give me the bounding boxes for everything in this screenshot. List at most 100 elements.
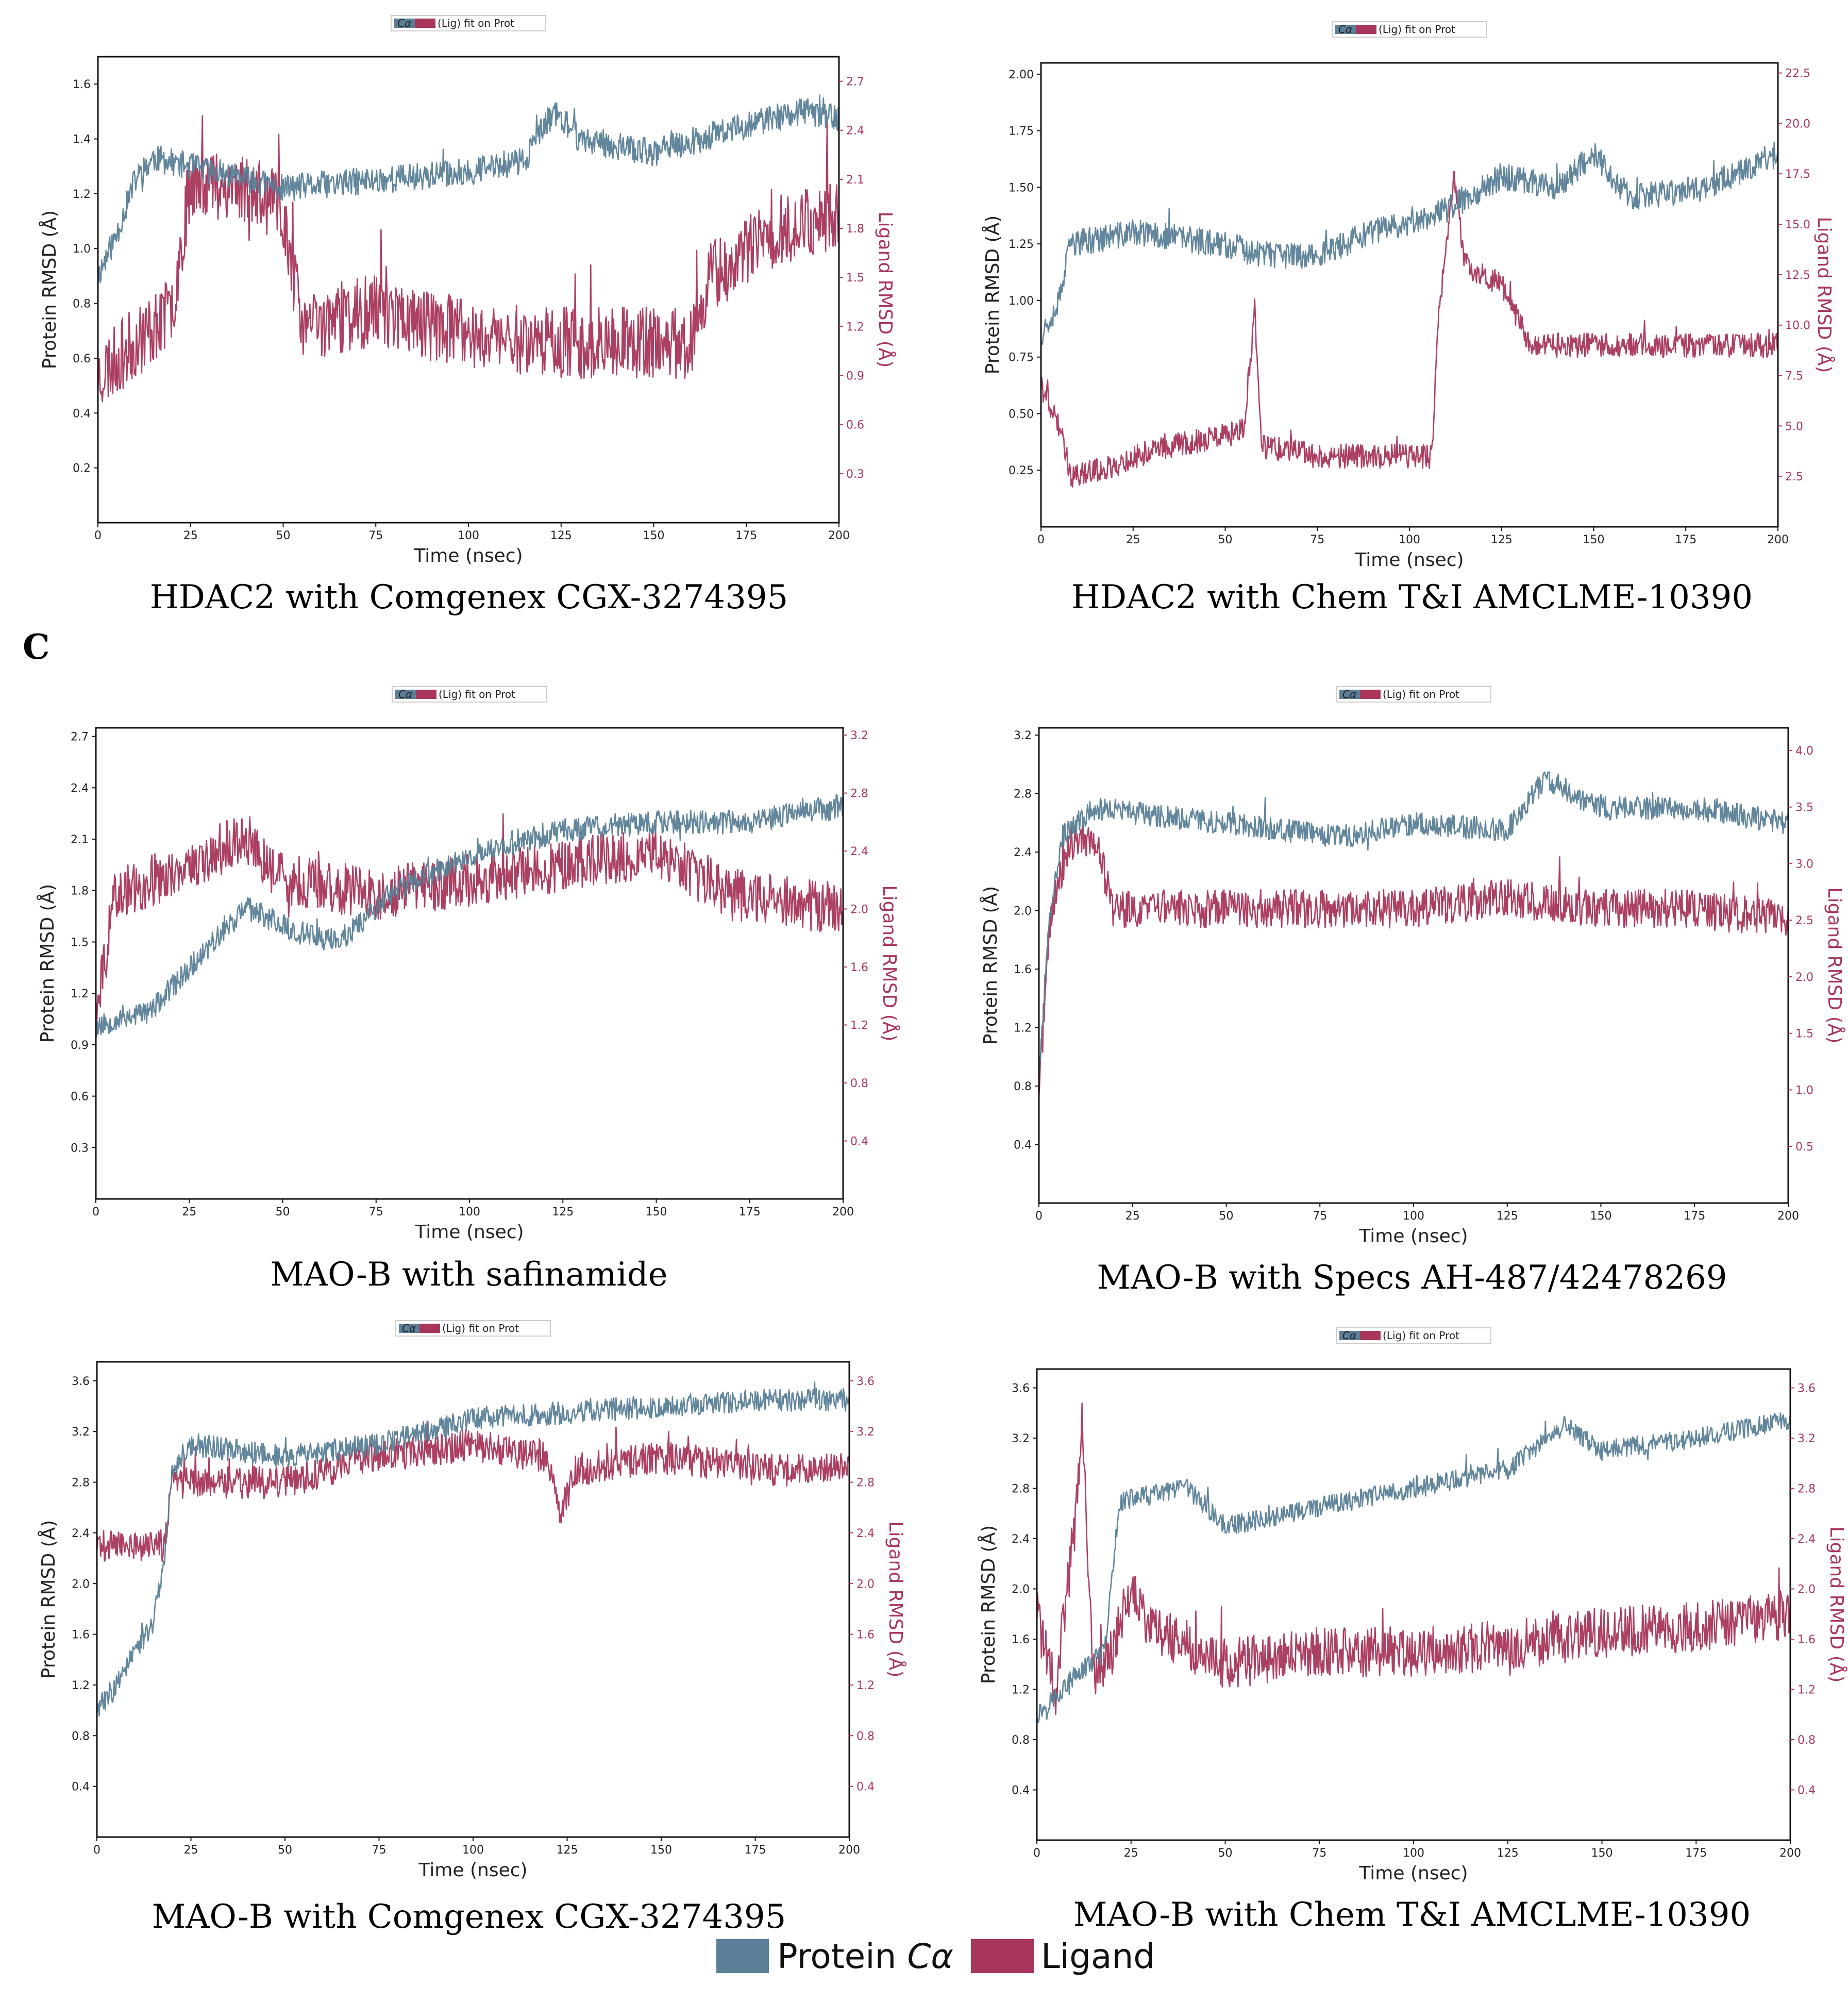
y2-tick-label: 1.0 [1795,1084,1813,1097]
y-tick-label: 1.6 [1014,963,1032,976]
y2-tick-label: 1.5 [846,272,864,285]
y-tick-label: 0.6 [71,1091,89,1104]
y-axis-label: Protein RMSD (Å) [981,215,1003,374]
legend-swatch-protein [394,19,415,28]
legend-sub-text: Cα [398,688,412,700]
y-tick-label: 0.4 [1014,1139,1032,1152]
y-tick-label: 1.2 [1014,1022,1032,1035]
x-tick-label: 150 [643,529,665,542]
y2-tick-label: 12.5 [1785,269,1810,282]
caption-maob-specs: MAO-B with Specs AH-487/42478269 [1097,1259,1727,1297]
y-axis-label: Protein RMSD (Å) [979,886,1001,1045]
y2-tick-label: 1.5 [1795,1028,1813,1041]
y-tick-label: 1.25 [1009,238,1034,251]
chart-legend: Cα (Lig) fit on Prot [1336,686,1491,703]
y-tick-label: 0.25 [1009,464,1034,477]
legend-swatch-ligand [419,1324,440,1333]
x-tick-label: 25 [1125,1210,1140,1223]
x-tick-label: 200 [832,1206,854,1219]
y2-tick-label: 3.6 [1797,1382,1816,1395]
y-tick-label: 2.0 [72,1578,90,1591]
y2-tick-label: 0.8 [850,1077,868,1090]
y2-tick-label: 0.5 [1795,1141,1813,1154]
caption-maob-safinamide: MAO-B with safinamide [270,1256,667,1294]
y-tick-label: 2.8 [1014,788,1032,801]
x-tick-label: 25 [183,529,198,542]
y-tick-label: 1.0 [73,243,91,256]
y-tick-label: 0.6 [73,353,91,365]
y2-tick-label: 7.5 [1785,370,1803,383]
chart-legend: Cα (Lig) fit on Prot [391,15,546,31]
x-tick-label: 100 [458,529,479,542]
chart-legend: Cα (Lig) fit on Prot [1332,21,1487,38]
x-tick-label: 200 [1767,533,1789,546]
y2-tick-label: 17.5 [1785,168,1810,181]
y2-tick-label: 2.4 [850,845,868,858]
x-tick-label: 125 [552,1206,574,1219]
x-tick-label: 175 [735,529,757,542]
x-tick-label: 25 [182,1206,196,1219]
y2-tick-label: 2.0 [850,904,868,916]
legend-label-ligand: Ligand [1041,1937,1155,1976]
y-tick-label: 3.6 [1012,1382,1030,1395]
series-ligand-line [97,115,840,403]
y-axis-label: Protein RMSD (Å) [977,1525,999,1684]
legend-label-protein: Protein Cα [777,1937,953,1976]
chart-maob-specs: Cα (Lig) fit on Prot 0 25 50 75 100 125 150 175 20… [979,686,1846,1247]
x-tick-label: 100 [459,1206,480,1219]
x-tick-label: 50 [1218,1847,1233,1860]
x-axis-label: Time (nsec) [1358,1226,1468,1247]
x-axis-label: Time (nsec) [1358,1863,1468,1884]
y-tick-label: 2.4 [72,1527,90,1540]
y2-axis-label: Ligand RMSD (Å) [1813,217,1836,373]
legend-text: (Lig) fit on Prot [438,17,514,29]
x-tick-label: 25 [1124,1847,1138,1860]
chart-legend: Cα (Lig) fit on Prot [1336,1327,1491,1344]
x-tick-label: 75 [1313,1210,1327,1223]
y2-tick-label: 2.0 [1797,1583,1816,1596]
legend-swatch-protein [1335,25,1356,34]
caption-maob-comgenex: MAO-B with Comgenex CGX-3274395 [152,1898,786,1936]
y-tick-label: 2.00 [1009,69,1034,81]
y-tick-label: 0.8 [1014,1080,1032,1093]
y2-tick-label: 3.6 [856,1375,875,1388]
x-tick-label: 200 [838,1844,860,1857]
y-tick-label: 1.6 [72,1629,90,1642]
x-tick-label: 0 [1033,1847,1040,1860]
chart-legend: Cα (Lig) fit on Prot [395,1320,551,1337]
y2-tick-label: 0.9 [846,370,864,383]
y2-tick-label: 2.0 [1795,971,1813,984]
y-tick-label: 2.0 [1012,1583,1030,1596]
y2-tick-label: 1.2 [850,1020,868,1032]
y-tick-label: 2.7 [71,731,89,744]
series-protein-line [1037,1412,1791,1723]
legend-sub-text: Cα [402,1322,416,1334]
series-protein-line [1038,771,1789,1077]
x-tick-label: 100 [1399,533,1420,546]
x-tick-label: 175 [1675,533,1696,546]
chart-maob-safinamide: Cα (Lig) fit on Prot 0 25 50 75 100 125 150 175 20… [36,686,901,1243]
chart-hdac2-comgenex: Cα (Lig) fit on Prot 0 25 50 75 100 125 150 175 20… [38,15,897,566]
y-tick-label: 0.8 [73,298,91,311]
y2-tick-label: 0.4 [1797,1784,1816,1797]
y2-tick-label: 0.6 [846,419,864,432]
legend-text: (Lig) fit on Prot [1383,1329,1459,1342]
y2-tick-label: 3.2 [856,1426,875,1439]
legend-text: (Lig) fit on Prot [1383,688,1459,700]
y2-tick-label: 3.2 [1797,1432,1816,1445]
y2-tick-label: 20.0 [1785,118,1810,130]
series-ligand-line [1038,823,1789,1099]
y-tick-label: 0.4 [73,407,91,420]
x-tick-label: 150 [646,1206,667,1219]
y2-tick-label: 3.2 [850,729,868,742]
legend-swatch-protein [399,1324,419,1333]
legend-swatch-ligand [416,690,436,699]
y2-tick-label: 2.8 [850,788,868,800]
series-protein-line [96,1381,850,1717]
legend-swatch-protein [716,1939,769,1973]
y-axis-label: Protein RMSD (Å) [37,1520,59,1679]
y-tick-label: 2.4 [71,782,89,795]
y-tick-label: 2.8 [1012,1483,1030,1496]
y2-tick-label: 5.0 [1785,420,1803,433]
y-tick-label: 3.2 [72,1426,90,1439]
